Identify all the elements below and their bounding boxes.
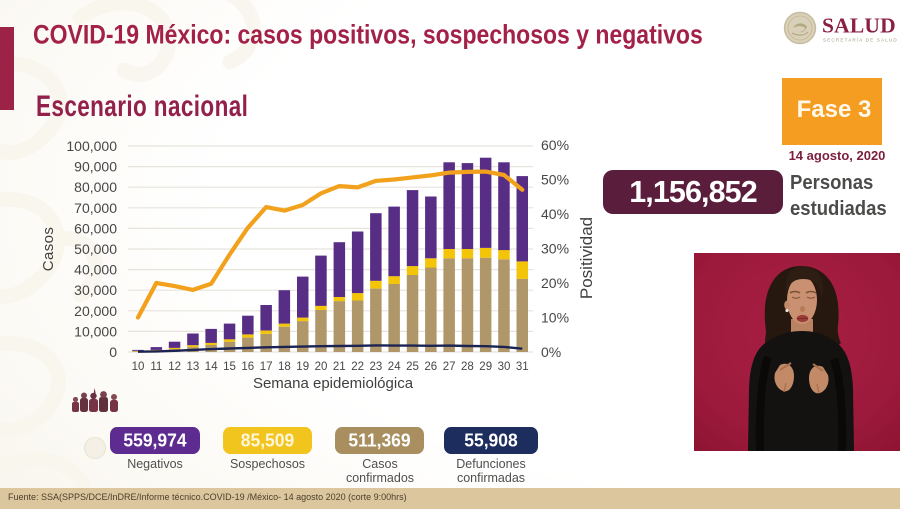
svg-text:Semana epidemiológica: Semana epidemiológica xyxy=(253,375,414,392)
svg-text:17: 17 xyxy=(260,361,273,373)
svg-text:21: 21 xyxy=(333,361,346,373)
svg-text:15: 15 xyxy=(223,361,236,373)
svg-text:26: 26 xyxy=(424,361,437,373)
svg-text:11: 11 xyxy=(150,361,162,373)
svg-text:80,000: 80,000 xyxy=(74,179,117,195)
svg-text:20,000: 20,000 xyxy=(74,303,117,319)
svg-text:30: 30 xyxy=(498,361,511,373)
svg-text:SALUD: SALUD xyxy=(822,14,896,38)
svg-text:0: 0 xyxy=(109,344,117,360)
svg-text:SECRETARÍA DE SALUD: SECRETARÍA DE SALUD xyxy=(823,37,898,43)
svg-text:25: 25 xyxy=(406,361,419,373)
svg-text:90,000: 90,000 xyxy=(74,159,117,175)
svg-text:60,000: 60,000 xyxy=(74,220,117,236)
svg-text:18: 18 xyxy=(278,361,291,373)
svg-text:28: 28 xyxy=(461,361,474,373)
svg-text:50%: 50% xyxy=(541,172,569,188)
svg-text:70,000: 70,000 xyxy=(74,200,117,216)
svg-text:19: 19 xyxy=(296,361,309,373)
svg-text:23: 23 xyxy=(370,361,383,373)
svg-text:24: 24 xyxy=(388,361,401,373)
svg-text:10: 10 xyxy=(132,361,145,373)
svg-text:Positividad: Positividad xyxy=(577,217,596,299)
svg-text:Casos: Casos xyxy=(40,227,57,272)
svg-text:100,000: 100,000 xyxy=(66,138,117,154)
svg-text:30%: 30% xyxy=(541,241,569,257)
svg-text:27: 27 xyxy=(443,361,456,373)
svg-text:22: 22 xyxy=(351,361,364,373)
svg-text:13: 13 xyxy=(187,361,200,373)
svg-text:16: 16 xyxy=(241,361,254,373)
svg-text:40,000: 40,000 xyxy=(74,262,117,278)
svg-text:10,000: 10,000 xyxy=(74,323,117,339)
svg-text:50,000: 50,000 xyxy=(74,241,117,257)
svg-text:31: 31 xyxy=(516,361,529,373)
svg-text:20: 20 xyxy=(315,361,328,373)
svg-text:10%: 10% xyxy=(541,310,569,326)
svg-text:0%: 0% xyxy=(541,344,561,360)
svg-text:20%: 20% xyxy=(541,275,569,291)
svg-text:12: 12 xyxy=(168,361,181,373)
svg-text:29: 29 xyxy=(479,361,492,373)
svg-text:40%: 40% xyxy=(541,206,569,222)
svg-text:30,000: 30,000 xyxy=(74,282,117,298)
svg-text:14: 14 xyxy=(205,361,218,373)
svg-text:60%: 60% xyxy=(541,137,569,153)
